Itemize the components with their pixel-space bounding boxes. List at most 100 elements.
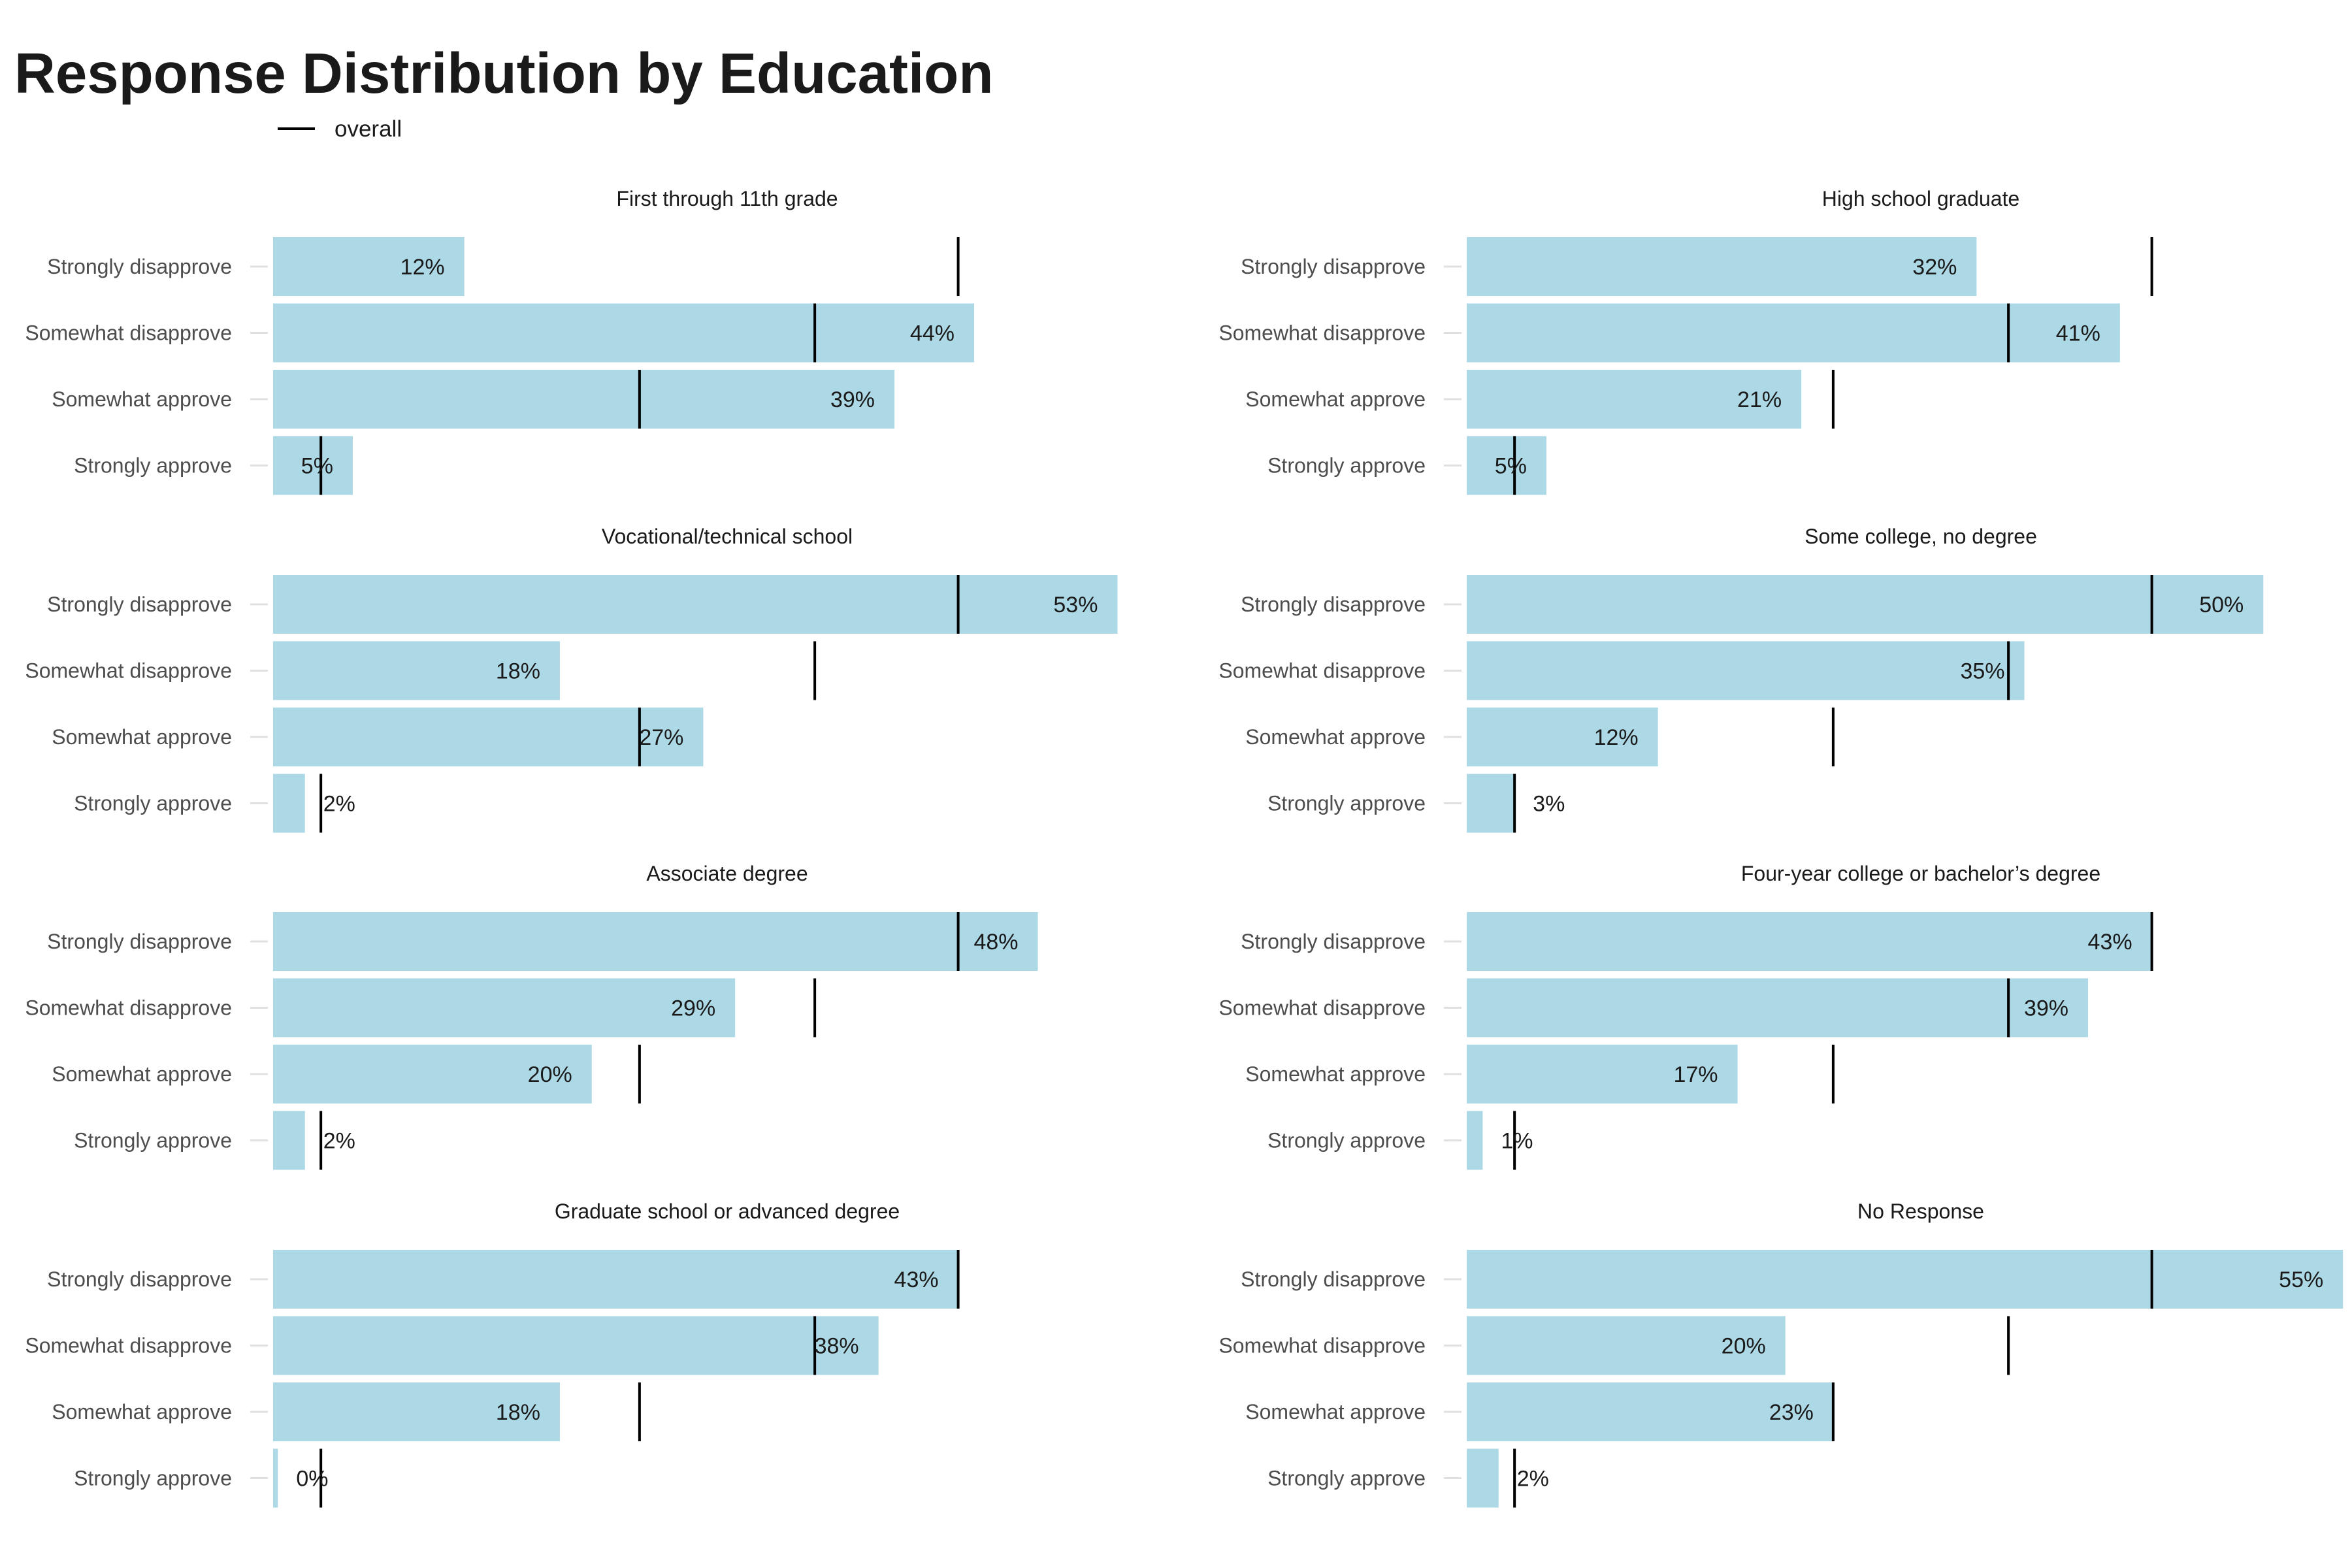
category-label: Strongly approve xyxy=(1267,454,1426,478)
category-label: Somewhat disapprove xyxy=(1218,321,1426,345)
bar xyxy=(273,708,704,766)
panel-title: Associate degree xyxy=(646,862,808,885)
value-label: 55% xyxy=(2279,1267,2323,1292)
category-label: Somewhat approve xyxy=(52,387,232,411)
value-label: 2% xyxy=(323,1129,355,1154)
value-label: 43% xyxy=(2088,930,2132,955)
facet-panel: Vocational/technical school Strongly disa… xyxy=(25,525,1118,833)
bar xyxy=(1467,1045,1738,1103)
bar xyxy=(1467,774,1515,833)
category-label: Strongly disapprove xyxy=(1241,1267,1426,1291)
category-label: Somewhat disapprove xyxy=(1218,996,1426,1020)
bar xyxy=(1467,1111,1483,1170)
value-label: 53% xyxy=(1053,593,1098,617)
value-label: 5% xyxy=(1495,454,1527,479)
category-label: Strongly disapprove xyxy=(1241,255,1426,278)
facet-panel: No Response Strongly disapprove 55% Somewha… xyxy=(1218,1200,2344,1508)
category-label: Strongly approve xyxy=(74,454,232,478)
value-label: 21% xyxy=(1737,387,1782,412)
bar xyxy=(273,1316,879,1375)
bar xyxy=(273,1111,305,1170)
bar xyxy=(1467,641,2025,700)
panel-title: Some college, no degree xyxy=(1805,525,2037,548)
category-label: Strongly approve xyxy=(74,792,232,815)
value-label: 18% xyxy=(496,659,540,684)
value-label: 50% xyxy=(2199,593,2244,617)
category-label: Strongly disapprove xyxy=(47,593,232,616)
category-label: Somewhat approve xyxy=(1245,725,1426,749)
value-label: 0% xyxy=(296,1467,328,1492)
value-label: 39% xyxy=(830,387,875,412)
category-label: Strongly approve xyxy=(1267,1129,1426,1152)
facet-panel: High school graduate Strongly disapprove 3… xyxy=(1218,187,2153,495)
value-label: 12% xyxy=(400,255,445,280)
category-label: Somewhat approve xyxy=(1245,1400,1426,1424)
bar xyxy=(273,436,353,495)
value-label: 12% xyxy=(1594,725,1639,750)
bar xyxy=(1467,303,2120,363)
bar xyxy=(273,774,305,833)
category-label: Strongly approve xyxy=(1267,1467,1426,1490)
panel-title: No Response xyxy=(1857,1200,1984,1223)
bar xyxy=(1467,912,2152,971)
value-label: 32% xyxy=(1912,255,1957,280)
bar xyxy=(273,237,465,296)
facet-panel: Four-year college or bachelor’s degree St… xyxy=(1218,862,2153,1170)
value-label: 20% xyxy=(1722,1334,1766,1359)
legend: overall xyxy=(278,116,402,142)
category-label: Somewhat disapprove xyxy=(25,659,232,683)
value-label: 48% xyxy=(973,930,1018,955)
category-label: Strongly approve xyxy=(1267,792,1426,815)
category-label: Strongly approve xyxy=(74,1129,232,1152)
bar xyxy=(273,978,736,1037)
value-label: 3% xyxy=(1533,792,1565,817)
category-label: Somewhat disapprove xyxy=(1218,659,1426,683)
value-label: 43% xyxy=(894,1267,939,1292)
facet-panel: Graduate school or advanced degree Strong… xyxy=(25,1200,960,1508)
bar xyxy=(273,641,560,700)
category-label: Somewhat approve xyxy=(52,1400,232,1424)
bar xyxy=(1467,237,1977,296)
value-label: 41% xyxy=(2056,321,2100,346)
category-label: Somewhat approve xyxy=(1245,387,1426,411)
facet-panel: Associate degree Strongly disapprove 48% So… xyxy=(25,862,1038,1170)
value-label: 29% xyxy=(671,996,715,1021)
panel-title: First through 11th grade xyxy=(616,187,838,210)
category-label: Somewhat disapprove xyxy=(1218,1334,1426,1358)
value-label: 35% xyxy=(1960,659,2004,684)
bar xyxy=(1467,978,2089,1037)
category-label: Strongly disapprove xyxy=(47,1267,232,1291)
bar xyxy=(1467,1316,1786,1375)
panel-title: Vocational/technical school xyxy=(602,525,853,548)
value-label: 23% xyxy=(1769,1400,1814,1425)
category-label: Somewhat approve xyxy=(1245,1062,1426,1086)
bar xyxy=(273,1382,560,1441)
category-label: Strongly disapprove xyxy=(1241,593,1426,616)
category-label: Somewhat disapprove xyxy=(25,1334,232,1358)
bar xyxy=(1467,1382,1833,1441)
facet-panel: Some college, no degree Strongly disappro… xyxy=(1218,525,2264,833)
category-label: Somewhat approve xyxy=(52,1062,232,1086)
bar xyxy=(1467,708,1658,766)
category-label: Strongly disapprove xyxy=(47,930,232,953)
panel-title: Graduate school or advanced degree xyxy=(555,1200,900,1223)
bar xyxy=(1467,575,2264,634)
bar xyxy=(273,575,1118,634)
value-label: 27% xyxy=(639,725,683,750)
bar xyxy=(1467,370,1802,429)
bar xyxy=(1467,1448,1499,1508)
panel-title: Four-year college or bachelor’s degree xyxy=(1741,862,2100,885)
bar xyxy=(273,912,1038,971)
bar xyxy=(273,303,974,363)
value-label: 20% xyxy=(528,1062,572,1087)
panel-title: High school graduate xyxy=(1822,187,2019,210)
category-label: Strongly disapprove xyxy=(1241,930,1426,953)
chart-title: Response Distribution by Education xyxy=(14,42,993,105)
value-label: 2% xyxy=(323,792,355,817)
category-label: Somewhat approve xyxy=(52,725,232,749)
value-label: 39% xyxy=(2024,996,2068,1021)
value-label: 5% xyxy=(301,454,333,479)
legend-overall-label: overall xyxy=(335,116,402,142)
value-label: 17% xyxy=(1673,1062,1718,1087)
